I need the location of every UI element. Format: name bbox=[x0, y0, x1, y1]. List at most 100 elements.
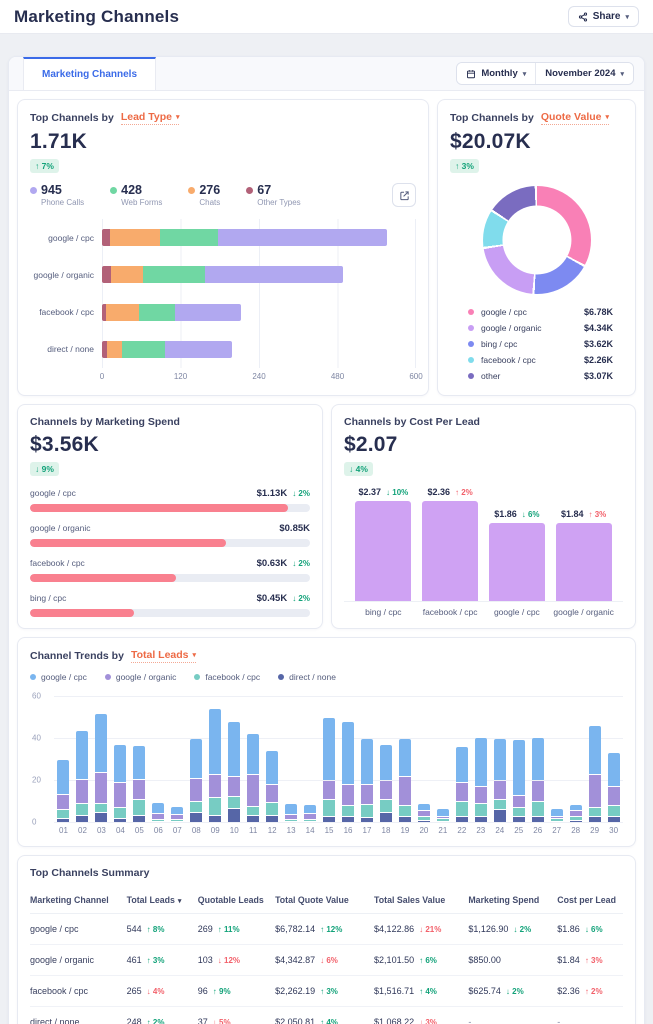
cpl-bar[interactable] bbox=[555, 523, 612, 601]
calendar-icon bbox=[466, 69, 476, 79]
segment-direct-none bbox=[455, 816, 468, 822]
trend-stacked-bar[interactable] bbox=[379, 744, 392, 822]
legend-item-chats: 276 Chats bbox=[188, 183, 220, 207]
trend-stacked-bar[interactable] bbox=[323, 717, 336, 822]
trend-stacked-bar[interactable] bbox=[190, 738, 203, 822]
tab-marketing-channels[interactable]: Marketing Channels bbox=[23, 57, 157, 90]
segment-chats bbox=[106, 303, 139, 321]
trend-stacked-bar[interactable] bbox=[550, 808, 563, 822]
cell-value: $4,122.86 ↓ 21% bbox=[374, 914, 468, 944]
trends-legend: google / cpc google / organic facebook / c… bbox=[30, 672, 623, 682]
stacked-bar-google-cpc[interactable] bbox=[102, 229, 387, 247]
segment-chats bbox=[109, 229, 160, 247]
table-row-google-organic[interactable]: google / organic 461 ↑ 3% 103 ↓ 12% $4,342.87… bbox=[30, 945, 623, 976]
trend-stacked-bar[interactable] bbox=[114, 744, 127, 822]
trend-column-29 bbox=[585, 696, 604, 822]
trend-stacked-bar[interactable] bbox=[474, 737, 487, 822]
trend-stacked-bar[interactable] bbox=[417, 803, 430, 822]
cell-text: 265 bbox=[126, 986, 142, 996]
legend-value: 67 bbox=[257, 183, 272, 197]
x-tick-label: 22 bbox=[457, 826, 467, 835]
table-row-facebook-cpc[interactable]: facebook / cpc 265 ↓ 4% 96 ↑ 9% $2,262.19 ↑ 3%… bbox=[30, 976, 623, 1007]
trend-stacked-bar[interactable] bbox=[304, 804, 317, 822]
total-leads-value: 1.71K bbox=[30, 130, 88, 153]
trend-stacked-bar[interactable] bbox=[76, 730, 89, 822]
period-dropdown[interactable]: Monthly ▾ bbox=[457, 63, 536, 84]
stacked-bar-facebook-cpc[interactable] bbox=[102, 303, 241, 321]
lead-type-dropdown[interactable]: Lead Type ▾ bbox=[120, 111, 180, 125]
segment-facebook-cpc bbox=[569, 816, 582, 820]
x-tick-label: 09 bbox=[210, 826, 220, 835]
x-tick-label: 27 bbox=[552, 826, 562, 835]
trend-stacked-bar[interactable] bbox=[436, 808, 449, 822]
cell-text: $6,782.14 bbox=[275, 924, 316, 934]
cell-value: 248 ↑ 2% bbox=[127, 1007, 198, 1024]
spend-bar-fill[interactable] bbox=[30, 609, 134, 617]
cpl-bar[interactable] bbox=[488, 522, 545, 601]
legend-dot bbox=[468, 309, 474, 315]
segment-web-forms bbox=[159, 229, 219, 247]
trend-stacked-bar[interactable] bbox=[455, 746, 468, 822]
legend-value: 428 bbox=[121, 183, 142, 197]
spend-bar-fill[interactable] bbox=[30, 504, 288, 512]
spend-bar-fill[interactable] bbox=[30, 539, 226, 547]
trend-stacked-bar[interactable] bbox=[133, 745, 146, 822]
x-tick-label: 01 bbox=[59, 826, 68, 835]
trend-stacked-bar[interactable] bbox=[152, 802, 165, 822]
trend-stacked-bar[interactable] bbox=[531, 737, 544, 822]
trend-stacked-bar[interactable] bbox=[512, 739, 525, 822]
trend-stacked-bar[interactable] bbox=[493, 738, 506, 822]
trend-stacked-bar[interactable] bbox=[95, 713, 108, 822]
segment-facebook-cpc bbox=[247, 807, 260, 815]
export-button[interactable] bbox=[392, 183, 416, 207]
column-header-total-leads[interactable]: Total Leads ▾ bbox=[126, 895, 182, 905]
trend-stacked-bar[interactable] bbox=[588, 725, 601, 822]
stacked-bar-direct-none[interactable] bbox=[102, 340, 232, 358]
caret-down-icon: ▾ bbox=[522, 70, 527, 78]
quote-value-donut-chart[interactable] bbox=[482, 186, 591, 294]
segment-direct-none bbox=[342, 816, 355, 822]
trend-column-26 bbox=[528, 696, 547, 822]
cell-value: 103 ↓ 12% bbox=[198, 945, 275, 975]
spend-bar-fill[interactable] bbox=[30, 574, 176, 582]
segment-google-cpc bbox=[95, 713, 108, 772]
segment-google-cpc bbox=[57, 760, 70, 794]
trend-column-17 bbox=[358, 696, 377, 822]
trend-column-02 bbox=[73, 696, 92, 822]
month-dropdown[interactable]: November 2024 ▾ bbox=[535, 63, 633, 84]
segment-google-organic bbox=[209, 774, 222, 797]
y-tick-label: 20 bbox=[32, 775, 41, 785]
segment-other-types bbox=[102, 229, 110, 247]
segment-google-cpc bbox=[152, 803, 165, 813]
stacked-bar-google-organic[interactable] bbox=[102, 266, 344, 284]
trend-stacked-bar[interactable] bbox=[171, 806, 184, 822]
legend-label: direct / none bbox=[289, 672, 336, 682]
trend-stacked-bar[interactable] bbox=[360, 738, 373, 822]
trend-stacked-bar[interactable] bbox=[569, 804, 582, 822]
trend-stacked-bar[interactable] bbox=[398, 738, 411, 822]
summary-table: Marketing Channel Total Leads ▾ Quotable Le… bbox=[30, 887, 623, 1024]
table-row-direct-none[interactable]: direct / none 248 ↑ 2% 37 ↓ 5% $2,050.81 ↑ 4% $… bbox=[30, 1007, 623, 1024]
segment-facebook-cpc bbox=[531, 802, 544, 816]
trend-stacked-bar[interactable] bbox=[266, 750, 279, 822]
segment-direct-none bbox=[133, 815, 146, 822]
trend-stacked-bar[interactable] bbox=[285, 803, 298, 822]
legend-label: other bbox=[481, 371, 501, 381]
table-row-google-cpc[interactable]: google / cpc 544 ↑ 8% 269 ↑ 11% $6,782.14 ↑ 12… bbox=[30, 914, 623, 945]
trend-stacked-bar[interactable] bbox=[607, 752, 620, 822]
cpl-bar[interactable] bbox=[355, 501, 412, 601]
trend-stacked-bar[interactable] bbox=[228, 721, 241, 822]
spend-bars: google / cpc $1.13K ↓ 2% google / organic $0… bbox=[30, 488, 310, 617]
card-channel-trends: Channel Trends by Total Leads ▾ google / … bbox=[17, 637, 636, 847]
trend-stacked-bar[interactable] bbox=[247, 733, 260, 822]
change-badge: ↓ 9% bbox=[30, 462, 59, 476]
share-button[interactable]: Share ▾ bbox=[567, 6, 639, 27]
trends-metric-dropdown[interactable]: Total Leads ▾ bbox=[130, 649, 197, 663]
trend-stacked-bar[interactable] bbox=[57, 759, 70, 822]
quote-value-dropdown[interactable]: Quote Value ▾ bbox=[540, 111, 610, 125]
trend-stacked-bar[interactable] bbox=[209, 708, 222, 822]
cpl-bar[interactable] bbox=[422, 501, 479, 601]
trend-stacked-bar[interactable] bbox=[342, 721, 355, 822]
spend-bar-track bbox=[30, 504, 310, 512]
legend-dot bbox=[468, 373, 474, 379]
